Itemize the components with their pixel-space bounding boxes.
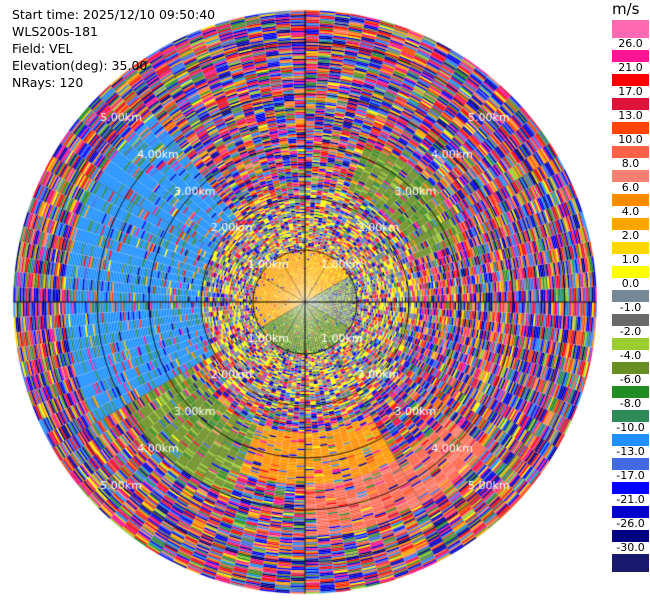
colorbar-tick-label: 13.0 (612, 110, 649, 122)
colorbar-tick-label: -1.0 (612, 302, 649, 314)
colorbar-tick-label: 2.0 (612, 230, 649, 242)
colorbar-tick-label: -6.0 (612, 374, 649, 386)
colorbar-tick-label: -30.0 (612, 542, 649, 554)
colorbar-tick-label: -4.0 (612, 350, 649, 362)
colorbar: 26.0 21.0 17.0 13.0 10.0 8.0 6.0 4.0 2.0 1.0 0.0 -1… (612, 20, 649, 596)
field-label: Field: VEL (12, 41, 73, 56)
colorbar-unit: m/s (612, 0, 640, 18)
colorbar-tick-label: -26.0 (612, 518, 649, 530)
colorbar-tick-label: -21.0 (612, 494, 649, 506)
station-label: WLS200s-181 (12, 24, 98, 39)
nrays-label: NRays: 120 (12, 75, 84, 90)
colorbar-tick-label: -10.0 (612, 422, 649, 434)
ppi-plot (0, 0, 610, 610)
colorbar-tick-label: 4.0 (612, 206, 649, 218)
colorbar-tick-label: 21.0 (612, 62, 649, 74)
colorbar-tick-label: -17.0 (612, 470, 649, 482)
info-panel: Start time: 2025/12/10 09:50:40 WLS200s-… (12, 6, 215, 91)
colorbar-tick-label: 6.0 (612, 182, 649, 194)
colorbar-tick-label: 1.0 (612, 254, 649, 266)
elevation-label: Elevation(deg): 35.00 (12, 58, 148, 73)
colorbar-tick-label: 0.0 (612, 278, 649, 290)
colorbar-tick-label: -13.0 (612, 446, 649, 458)
colorbar-tick-label: -8.0 (612, 398, 649, 410)
colorbar-tick-label: -2.0 (612, 326, 649, 338)
colorbar-tick-label: 10.0 (612, 134, 649, 146)
start-time-label: Start time: 2025/12/10 09:50:40 (12, 7, 216, 22)
colorbar-tick-label: 17.0 (612, 86, 649, 98)
colorbar-tick-label: 8.0 (612, 158, 649, 170)
colorbar-tick-label: 26.0 (612, 38, 649, 50)
